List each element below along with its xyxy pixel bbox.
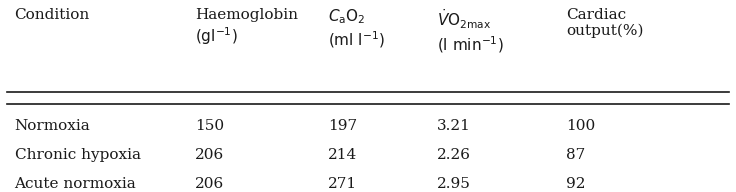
Text: 271: 271 bbox=[328, 177, 358, 191]
Text: 3.21: 3.21 bbox=[436, 119, 470, 133]
Text: 206: 206 bbox=[195, 148, 224, 162]
Text: 2.26: 2.26 bbox=[436, 148, 470, 162]
Text: 100: 100 bbox=[567, 119, 595, 133]
Text: 197: 197 bbox=[328, 119, 358, 133]
Text: 206: 206 bbox=[195, 177, 224, 191]
Text: $C_{\mathrm{a}}\mathrm{O}_2$
$(\mathrm{ml\ l}^{-1})$: $C_{\mathrm{a}}\mathrm{O}_2$ $(\mathrm{m… bbox=[328, 7, 386, 50]
Text: 92: 92 bbox=[567, 177, 586, 191]
Text: Chronic hypoxia: Chronic hypoxia bbox=[15, 148, 141, 162]
Text: 87: 87 bbox=[567, 148, 586, 162]
Text: Acute normoxia: Acute normoxia bbox=[15, 177, 136, 191]
Text: 150: 150 bbox=[195, 119, 224, 133]
Text: Cardiac
output(%): Cardiac output(%) bbox=[567, 7, 644, 38]
Text: $\dot{V}\mathrm{O}_{2\mathrm{max}}$
$(\mathrm{l\ min}^{-1})$: $\dot{V}\mathrm{O}_{2\mathrm{max}}$ $(\m… bbox=[436, 7, 503, 55]
Text: Condition: Condition bbox=[15, 7, 90, 22]
Text: 2.95: 2.95 bbox=[436, 177, 470, 191]
Text: 214: 214 bbox=[328, 148, 358, 162]
Text: Haemoglobin
$(\mathrm{gl}^{-1})$: Haemoglobin $(\mathrm{gl}^{-1})$ bbox=[195, 7, 298, 47]
Text: Normoxia: Normoxia bbox=[15, 119, 91, 133]
